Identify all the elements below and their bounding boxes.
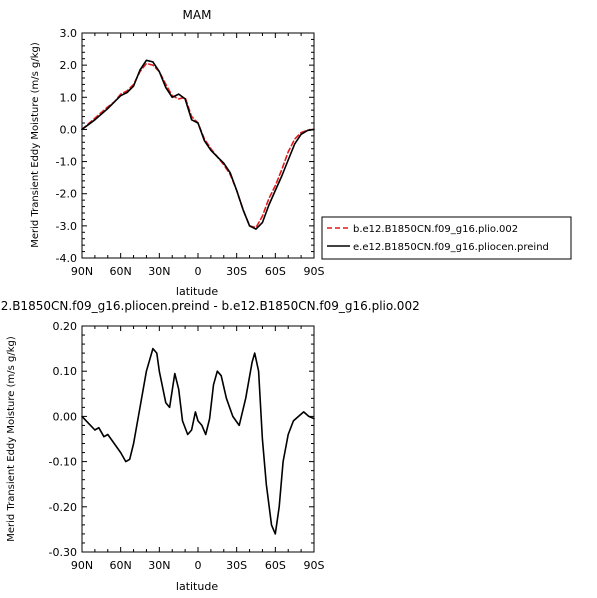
y-tick-label: 0.00 — [53, 410, 78, 423]
y-tick-label: -1.0 — [56, 156, 77, 169]
bottom-ticks — [81, 325, 315, 553]
x-tick-label: 60S — [265, 559, 286, 572]
x-tick-label: 0 — [195, 559, 202, 572]
top-plot-frame — [81, 32, 315, 259]
top-y-tick-labels: -4.0 -3.0 -2.0 -1.0 0.0 1.0 2.0 3.0 — [56, 27, 77, 265]
x-tick-label: 60S — [265, 265, 286, 278]
bottom-y-axis-label: Merid Transient Eddy Moisture (m/s g/kg) — [6, 336, 17, 542]
bottom-y-tick-labels: -0.30 -0.20 -0.10 0.00 0.10 0.20 — [49, 320, 77, 559]
x-tick-label: 90N — [71, 559, 93, 572]
x-tick-label: 90S — [304, 265, 325, 278]
legend: b.e12.B1850CN.f09_g16.plio.002 e.e12.B18… — [321, 216, 572, 260]
legend-box — [321, 216, 572, 260]
y-tick-label: -0.10 — [49, 456, 77, 469]
series-line-solid — [81, 59, 315, 230]
top-chart-title: MAM — [183, 8, 212, 22]
x-tick-label: 90N — [71, 265, 93, 278]
top-x-tick-labels: 90N 60N 30N 0 30S 60S 90S — [71, 265, 325, 278]
series-line-solid — [81, 347, 315, 535]
y-tick-label: -3.0 — [56, 220, 77, 233]
bottom-series — [81, 347, 315, 535]
bottom-plot-frame — [81, 325, 315, 553]
x-tick-label: 30S — [226, 559, 247, 572]
x-tick-label: 60N — [110, 265, 132, 278]
x-tick-label: 30N — [148, 559, 170, 572]
bottom-x-tick-labels: 90N 60N 30N 0 30S 60S 90S — [71, 559, 325, 572]
panel-top: MAM 90N 60N 30N 0 30S 60S 90S -4.0 -3.0 -2.0 -1.0… — [30, 8, 325, 298]
top-ticks — [81, 32, 315, 259]
y-tick-label: 0.10 — [53, 365, 78, 378]
x-tick-label: 60N — [110, 559, 132, 572]
y-tick-label: -4.0 — [56, 252, 77, 265]
series-line-dashed — [81, 62, 315, 229]
bottom-chart-title: b.e12.B1850CN.f09_g16.pliocen.preind - b… — [0, 299, 420, 313]
top-series — [81, 59, 315, 230]
y-tick-label: -0.30 — [49, 546, 77, 559]
bottom-x-axis-label: latitude — [176, 580, 218, 593]
panel-bottom: b.e12.B1850CN.f09_g16.pliocen.preind - b… — [0, 299, 420, 593]
y-tick-label: -2.0 — [56, 188, 77, 201]
x-tick-label: 30N — [148, 265, 170, 278]
legend-label-preind: e.e12.B1850CN.f09_g16.pliocen.preind — [353, 242, 549, 253]
y-tick-label: 1.0 — [60, 91, 78, 104]
x-tick-label: 0 — [195, 265, 202, 278]
y-tick-label: 3.0 — [60, 27, 78, 40]
legend-label-plio: b.e12.B1850CN.f09_g16.plio.002 — [353, 224, 518, 235]
x-tick-label: 90S — [304, 559, 325, 572]
top-y-axis-label: Merid Transient Eddy Moisture (m/s g/kg) — [30, 42, 41, 248]
top-x-axis-label: latitude — [176, 285, 218, 298]
y-tick-label: 2.0 — [60, 59, 78, 72]
y-tick-label: 0.0 — [60, 123, 78, 136]
y-tick-label: -0.20 — [49, 501, 77, 514]
y-tick-label: 0.20 — [53, 320, 78, 333]
x-tick-label: 30S — [226, 265, 247, 278]
